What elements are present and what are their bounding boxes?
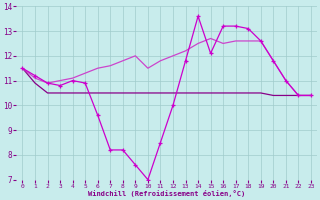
X-axis label: Windchill (Refroidissement éolien,°C): Windchill (Refroidissement éolien,°C) <box>88 190 245 197</box>
